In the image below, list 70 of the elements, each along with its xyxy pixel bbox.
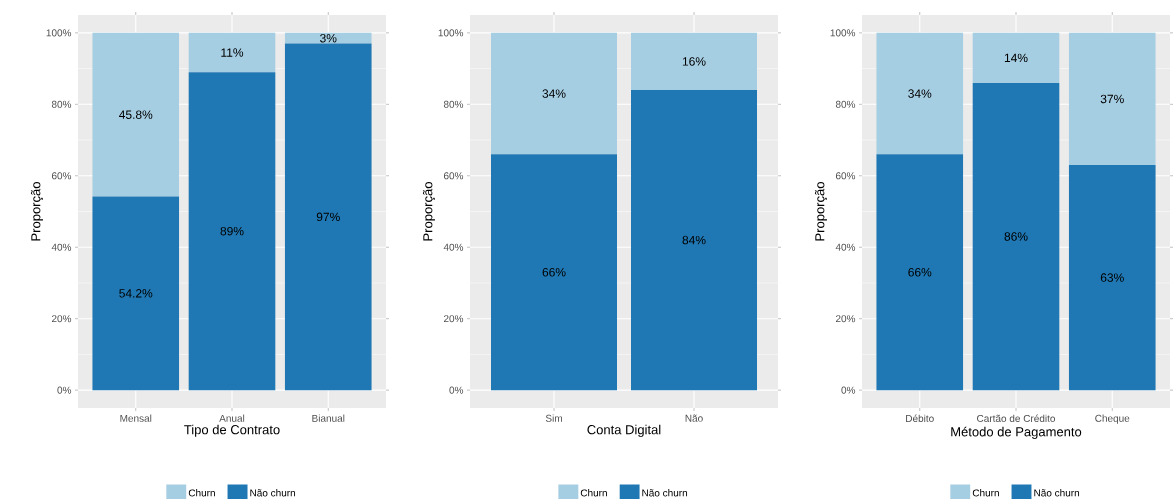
bar xyxy=(92,196,180,391)
data-label: 63% xyxy=(1100,273,1124,282)
y-tick-label: 60% xyxy=(51,172,72,180)
bar xyxy=(1068,32,1156,166)
legend-label: Churn xyxy=(580,489,607,497)
data-label: 14% xyxy=(1004,53,1028,63)
bar xyxy=(284,43,372,391)
data-label: 97% xyxy=(316,212,340,222)
bar xyxy=(92,32,180,197)
bar xyxy=(491,154,617,391)
x-tick-label: Cartão de Crédito xyxy=(977,414,1056,422)
x-tick-label: Cheque xyxy=(1095,414,1130,424)
y-tick-label: 80% xyxy=(51,100,72,108)
y-tick-label: 60% xyxy=(443,172,464,180)
y-axis-title: Proporção xyxy=(30,182,44,241)
y-tick-label: 100% xyxy=(438,29,464,37)
legend-label: Churn xyxy=(972,489,999,497)
y-tick-label: 100% xyxy=(830,29,856,37)
x-axis-title: Método de Pagamento xyxy=(951,426,1082,439)
y-tick-label: 80% xyxy=(835,100,856,108)
legend-label: Não churn xyxy=(1034,489,1080,497)
bar xyxy=(188,72,276,391)
bar xyxy=(1068,165,1156,391)
data-label: 89% xyxy=(220,226,244,236)
data-label: 54.2% xyxy=(119,289,153,298)
y-tick-label: 100% xyxy=(46,29,72,37)
y-axis-title: Proporção xyxy=(422,182,436,241)
x-tick-label: Sim xyxy=(545,414,562,422)
x-tick-label: Anual xyxy=(219,414,245,422)
bar xyxy=(188,32,276,73)
y-tick-label: 40% xyxy=(51,243,72,251)
legend-label: Não churn xyxy=(642,489,688,497)
x-tick-label: Não xyxy=(685,414,703,422)
data-label: 45.8% xyxy=(119,110,153,119)
bar xyxy=(972,32,1060,83)
data-label: 66% xyxy=(908,267,932,277)
bar xyxy=(631,32,757,91)
data-label: 84% xyxy=(682,235,706,245)
x-axis-title: Conta Digital xyxy=(587,424,661,437)
x-tick-label: Débito xyxy=(906,414,934,422)
data-label: 3% xyxy=(320,33,337,43)
y-tick-label: 0% xyxy=(841,386,856,394)
bar xyxy=(972,82,1060,391)
data-label: 11% xyxy=(221,48,244,57)
x-tick-label: Mensal xyxy=(120,414,152,422)
y-tick-label: 80% xyxy=(443,100,464,108)
y-axis-title: Proporção xyxy=(814,182,828,241)
legend-label: Não churn xyxy=(250,489,296,497)
bar xyxy=(491,32,617,155)
x-axis-title: Tipo de Contrato xyxy=(184,424,280,437)
bar xyxy=(876,154,964,391)
data-label: 86% xyxy=(1004,232,1028,241)
legend-label: Churn xyxy=(188,489,215,497)
data-label: 37% xyxy=(1100,94,1124,104)
bar xyxy=(631,90,757,391)
bar xyxy=(284,32,372,44)
data-label: 34% xyxy=(542,89,566,98)
data-label: 16% xyxy=(682,57,706,66)
y-tick-label: 0% xyxy=(449,386,464,394)
y-tick-label: 40% xyxy=(443,243,464,251)
data-label: 34% xyxy=(908,89,932,98)
y-tick-label: 20% xyxy=(835,315,856,323)
y-tick-label: 60% xyxy=(835,172,856,180)
x-tick-label: Bianual xyxy=(312,414,345,422)
data-label: 66% xyxy=(542,267,566,277)
y-tick-label: 20% xyxy=(51,315,72,323)
y-tick-label: 40% xyxy=(835,243,856,251)
y-tick-label: 20% xyxy=(443,315,464,323)
y-tick-label: 0% xyxy=(57,386,72,394)
bar xyxy=(876,32,964,155)
